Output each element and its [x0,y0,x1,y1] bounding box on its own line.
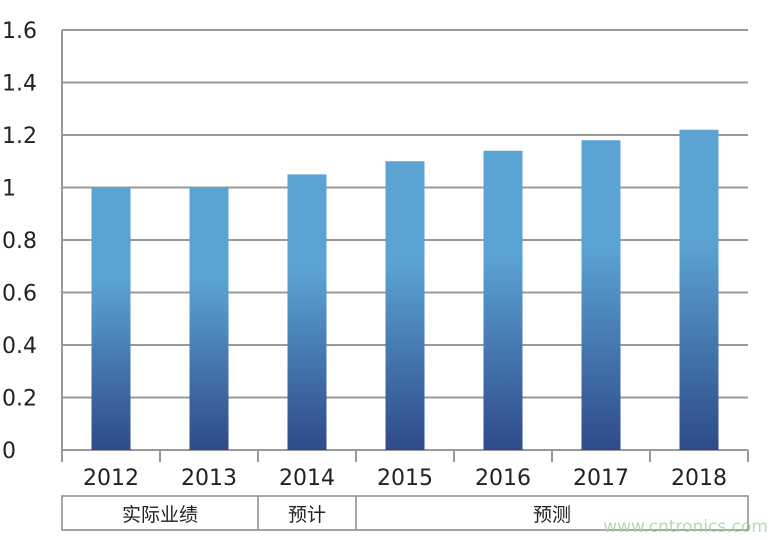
bar [581,140,621,450]
bars [91,129,719,450]
bar [91,187,131,450]
y-tick-label: 0.8 [2,229,37,254]
y-tick-label: 0 [2,439,16,464]
x-tick-label: 2017 [573,466,629,491]
watermark: www.cntronics.com [603,517,768,537]
y-tick-label: 0.4 [2,334,37,359]
y-tick-labels: 0 0.2 0.4 0.6 0.8 1 1.2 1.4 1.6 [2,19,37,464]
group-label: 预计 [288,504,326,526]
x-tick-label: 2012 [83,466,139,491]
bar [483,150,523,450]
bar [189,187,229,450]
x-tick-label: 2013 [181,466,237,491]
x-tick-label: 2015 [377,466,433,491]
x-tick-labels: 2012 2013 2014 2015 2016 2017 2018 [83,466,727,491]
bar [287,174,327,450]
group-table: 实际业绩 预计 预测 [61,495,749,531]
x-tick-label: 2016 [475,466,531,491]
y-tick-label: 1.6 [2,19,37,44]
y-tick-label: 1 [2,177,16,202]
y-tick-label: 1.2 [2,124,37,149]
group-label: 实际业绩 [122,504,198,526]
x-tick-label: 2014 [279,466,335,491]
group-table-border [61,495,749,531]
x-tick-label: 2018 [671,466,727,491]
y-tick-label: 1.4 [2,72,37,97]
bar [385,161,425,450]
y-tick-label: 0.6 [2,282,37,307]
y-tick-label: 0.2 [2,387,37,412]
bar [679,129,719,450]
group-label: 预测 [533,504,571,526]
